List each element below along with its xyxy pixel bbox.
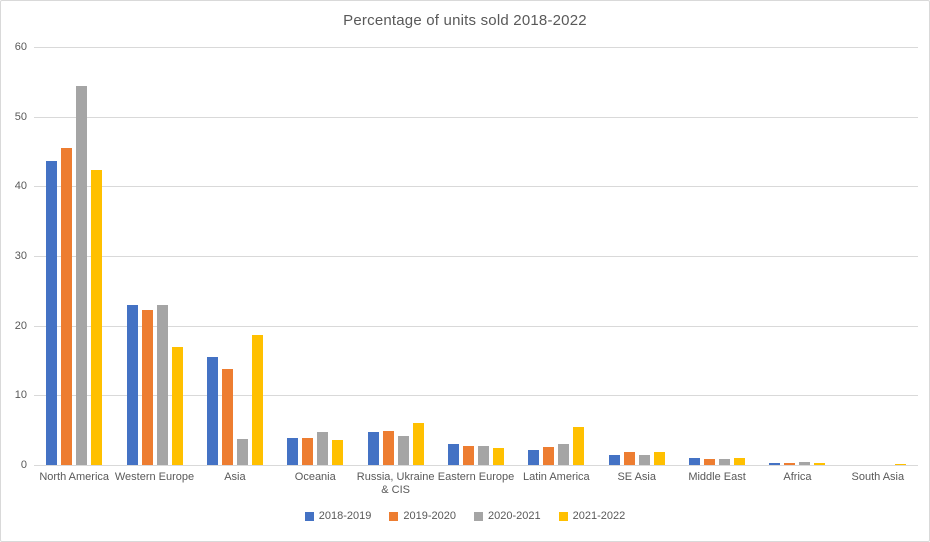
plot-area	[34, 47, 918, 466]
legend-item-2018-2019: 2018-2019	[304, 510, 372, 522]
x-axis-category-label: Middle East	[688, 471, 746, 483]
gridline	[34, 47, 918, 48]
gridline	[34, 395, 918, 397]
gridline	[34, 325, 918, 327]
bar-group-russia-ukraine-cis	[355, 47, 435, 465]
bar-2019-2020	[221, 368, 233, 465]
bar-2021-2022	[894, 463, 906, 465]
bar-2021-2022	[171, 346, 183, 465]
x-axis-category-label: Africa	[783, 471, 812, 483]
x-axis-category-label: SE Asia	[617, 471, 656, 483]
x-axis-category-label: Oceania	[294, 471, 336, 483]
bar-2020-2021	[477, 445, 489, 465]
bar-group-africa	[757, 47, 837, 465]
bar-2018-2019	[769, 462, 781, 465]
y-axis-tick-label: 40	[14, 180, 27, 193]
bar-2019-2020	[784, 462, 796, 465]
bar-2020-2021	[719, 459, 731, 465]
bar-group-eastern-europe	[436, 47, 516, 465]
bar-2020-2021	[236, 439, 248, 465]
legend-label: 2020-2021	[488, 510, 541, 522]
bar-2021-2022	[573, 427, 585, 465]
bar-group-latin-america	[516, 47, 596, 465]
y-axis-tick-label: 30	[14, 250, 27, 262]
legend-swatch-icon	[558, 511, 568, 521]
bar-group-oceania	[275, 47, 355, 465]
x-axis-category-label: Eastern Europe	[437, 471, 515, 483]
bar-group-north-america	[34, 47, 114, 465]
bar-2020-2021	[317, 432, 329, 465]
bar-2019-2020	[141, 310, 153, 465]
bar-2021-2022	[251, 334, 263, 465]
gridline	[34, 465, 918, 466]
x-axis-category-label: North America	[39, 471, 110, 483]
bar-2021-2022	[492, 448, 504, 465]
bar-2018-2019	[447, 444, 459, 465]
bar-group-middle-east	[677, 47, 757, 465]
bar-2020-2021	[76, 86, 88, 465]
bar-2018-2019	[287, 437, 299, 465]
gridline	[34, 186, 918, 188]
bar-2019-2020	[623, 452, 635, 465]
y-axis-tick-label: 10	[14, 389, 27, 402]
bar-2018-2019	[608, 454, 620, 465]
bar-2020-2021	[799, 461, 811, 465]
bar-2019-2020	[382, 430, 394, 465]
gridline	[34, 256, 918, 257]
bar-2020-2021	[638, 454, 650, 465]
y-axis-tick-label: 50	[14, 110, 27, 123]
chart-title: Percentage of units sold 2018-2022	[343, 12, 587, 29]
bar-2019-2020	[704, 459, 716, 465]
x-axis-category-label: Western Europe	[114, 471, 195, 483]
x-axis-category-label: South Asia	[851, 471, 905, 483]
x-axis-category-label: Latin America	[523, 471, 590, 483]
y-axis-tick-label: 0	[20, 459, 27, 471]
gridline	[34, 116, 918, 118]
bar-group-se-asia	[597, 47, 677, 465]
bar-2019-2020	[61, 148, 73, 465]
bar-2021-2022	[332, 439, 344, 465]
bar-2018-2019	[367, 431, 379, 465]
bar-2018-2019	[528, 449, 540, 465]
legend-swatch-icon	[474, 511, 483, 521]
bar-2020-2021	[397, 436, 409, 465]
y-axis-tick-label: 60	[14, 41, 27, 53]
legend: 2018-2019 2019-2020 2020-2021 2021-2022	[1, 510, 929, 522]
legend-swatch-icon	[304, 511, 314, 521]
bar-2018-2019	[46, 160, 58, 465]
bar-2018-2019	[206, 357, 218, 465]
y-axis-tick-label: 20	[14, 319, 27, 332]
legend-label: 2021-2022	[572, 510, 626, 522]
bar-group-western-europe	[114, 47, 194, 465]
bar-2018-2019	[689, 458, 701, 465]
bar-group-south-asia	[838, 47, 918, 465]
legend-item-2021-2022: 2021-2022	[558, 510, 626, 522]
bar-2018-2019	[126, 304, 138, 465]
legend-label: 2018-2019	[318, 510, 372, 522]
legend-swatch-icon	[389, 511, 399, 521]
legend-label: 2019-2020	[403, 510, 456, 522]
legend-item-2019-2020: 2019-2020	[389, 510, 456, 522]
x-axis-category-label: Russia, Ukraine & CIS	[356, 471, 435, 496]
x-axis-category-label: Asia	[224, 471, 246, 483]
bar-2020-2021	[156, 304, 168, 465]
bar-2019-2020	[543, 446, 555, 465]
bar-2019-2020	[302, 437, 314, 465]
bar-2021-2022	[91, 170, 103, 465]
bar-2021-2022	[653, 452, 665, 465]
bar-2020-2021	[558, 444, 570, 465]
bar-group-asia	[195, 47, 275, 465]
bar-2021-2022	[814, 462, 826, 465]
bar-2021-2022	[412, 423, 424, 465]
bar-2021-2022	[734, 458, 746, 465]
bar-2019-2020	[462, 446, 474, 465]
legend-item-2020-2021: 2020-2021	[474, 510, 541, 522]
